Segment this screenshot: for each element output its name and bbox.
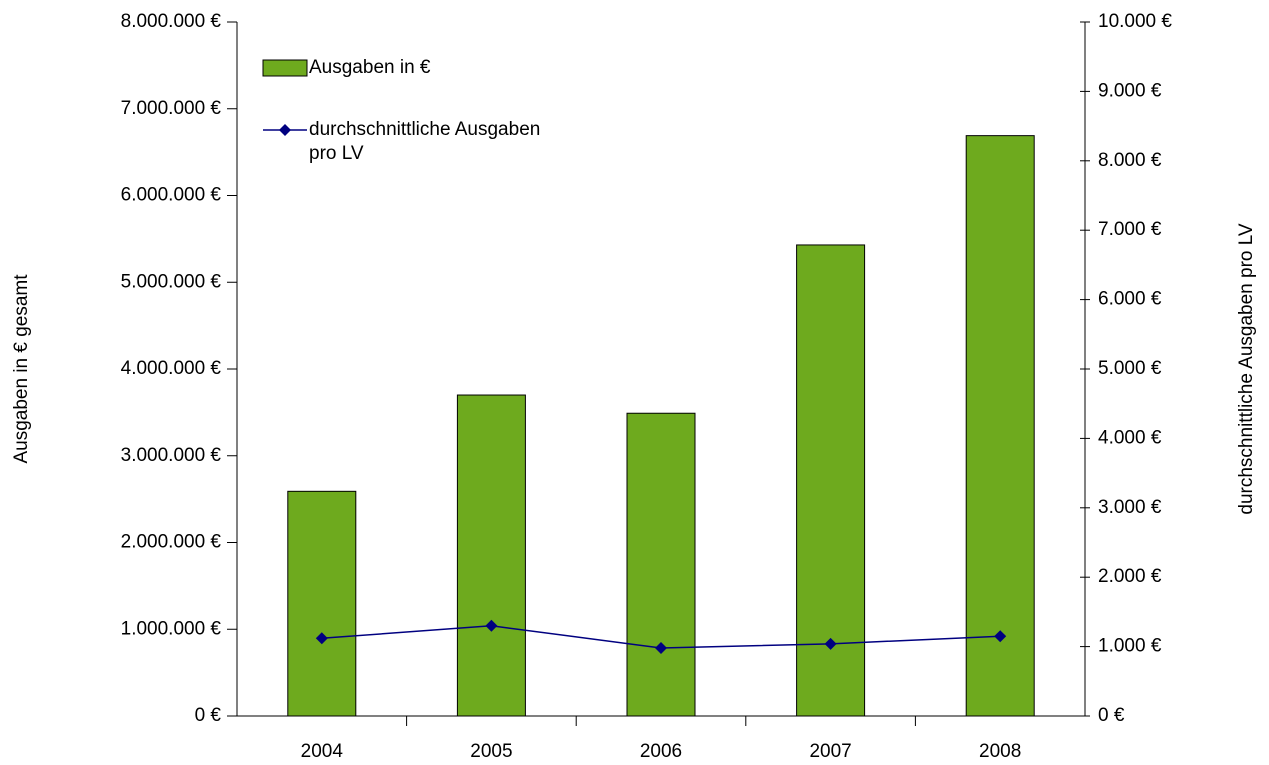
y2-tick-label: 7.000 € <box>1098 219 1162 240</box>
y2-tick-label: 5.000 € <box>1098 358 1162 379</box>
y2-tick-label: 10.000 € <box>1098 11 1172 32</box>
legend-marker <box>279 124 291 136</box>
marker <box>315 632 328 645</box>
marker <box>655 641 667 654</box>
bar <box>965 135 1035 717</box>
y2-tick-label: 1.000 € <box>1098 636 1162 657</box>
legend-swatch <box>262 59 308 77</box>
y2-axis-title: durchschnittliche Ausgaben pro LV <box>1236 223 1257 514</box>
y-tick-label: 5.000.000 € <box>121 271 222 292</box>
x-tick-label: 2008 <box>979 741 1021 762</box>
legend-label: Ausgaben in € <box>309 57 431 78</box>
y2-tick-label: 8.000 € <box>1098 150 1162 171</box>
y-tick-label: 1.000.000 € <box>121 618 222 639</box>
y-tick-label: 0 € <box>195 705 222 726</box>
marker <box>824 637 837 650</box>
y-tick-label: 4.000.000 € <box>121 358 222 379</box>
legend-entry: durchschnittliche Ausgaben pro LV <box>309 119 541 164</box>
bar <box>796 244 866 717</box>
y2-tick-label: 6.000 € <box>1098 289 1162 310</box>
bar <box>287 490 357 717</box>
y-tick-label: 3.000.000 € <box>121 445 222 466</box>
y-tick-label: 2.000.000 € <box>121 532 222 553</box>
x-tick-label: 2004 <box>301 741 344 762</box>
legend-entry: Ausgaben in € <box>309 57 431 78</box>
y2-tick-label: 3.000 € <box>1098 497 1162 518</box>
marker <box>994 630 1007 643</box>
marker <box>485 619 498 632</box>
x-tick-label: 2006 <box>640 741 682 762</box>
y2-tick-label: 4.000 € <box>1098 427 1162 448</box>
legend-label: durchschnittliche Ausgaben pro LV <box>309 119 541 164</box>
x-tick-label: 2005 <box>470 741 512 762</box>
y2-tick-label: 0 € <box>1098 705 1125 726</box>
y-tick-label: 6.000.000 € <box>121 185 222 206</box>
y-tick-label: 8.000.000 € <box>121 11 222 32</box>
bar <box>456 394 526 717</box>
x-tick-label: 2007 <box>809 741 851 762</box>
y-tick-label: 7.000.000 € <box>121 98 222 119</box>
y-axis-title: Ausgaben in € gesamt <box>11 274 32 464</box>
bar <box>626 412 696 717</box>
y2-tick-label: 2.000 € <box>1098 566 1162 587</box>
y2-tick-label: 9.000 € <box>1098 80 1162 101</box>
